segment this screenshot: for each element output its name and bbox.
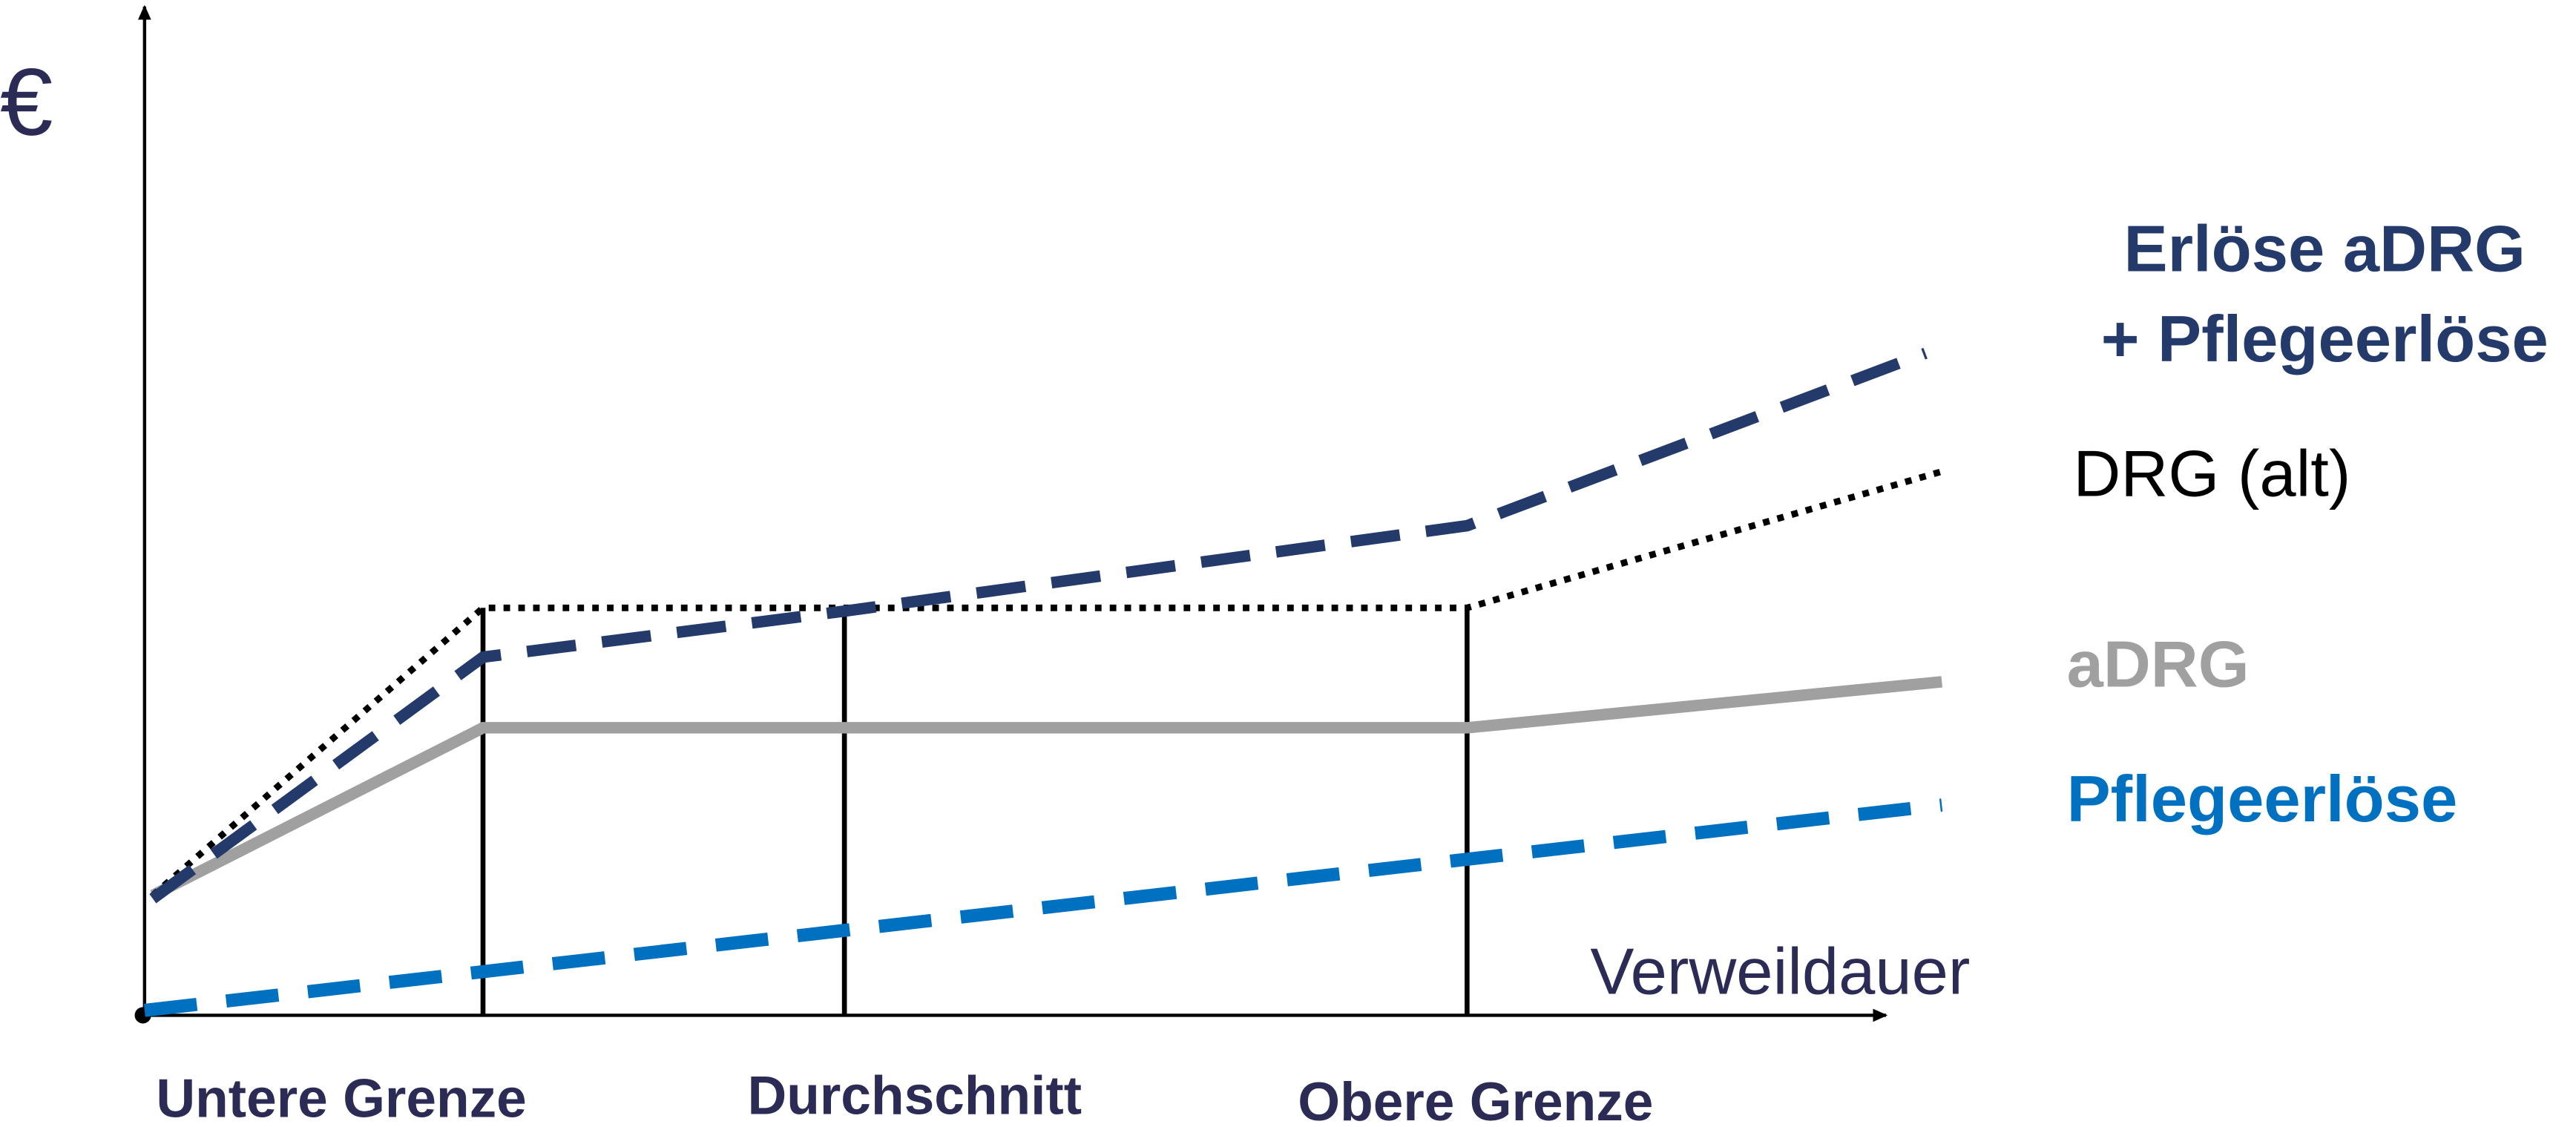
legend-label: DRG (alt) — [2073, 437, 2350, 510]
x-label: Untere Grenze — [156, 1069, 526, 1127]
sum-line — [149, 347, 1928, 904]
legend-label: + Pflegeerlöse — [2101, 302, 2549, 375]
legend-label: Pflegeerlöse — [2067, 762, 2458, 835]
x-label: Durchschnitt — [748, 1065, 1082, 1126]
legend-label: Erlöse aDRG — [2124, 211, 2526, 285]
x-axis-label: Verweildauer — [1590, 935, 1970, 1008]
legend-label: aDRG — [2067, 628, 2250, 701]
drg-alt-line — [151, 468, 1943, 898]
y-axis-label: € — [0, 50, 53, 156]
pflege-line — [143, 798, 1943, 1017]
adrg-line — [150, 676, 1943, 901]
x-label: Obere Grenze — [1298, 1072, 1653, 1127]
